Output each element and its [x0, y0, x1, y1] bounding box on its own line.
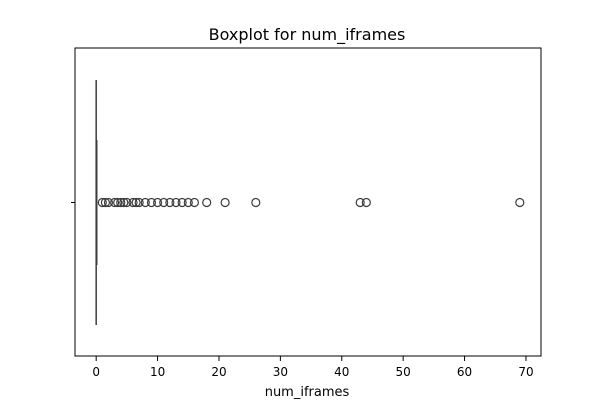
x-axis-label: num_iframes: [265, 385, 350, 400]
x-tick-label: 70: [518, 365, 533, 379]
outlier-point: [361, 197, 371, 208]
outlier-point: [183, 197, 193, 208]
outlier-point: [122, 197, 132, 208]
outlier-point: [128, 197, 138, 208]
outlier-point: [177, 197, 187, 208]
outlier-point: [251, 197, 261, 208]
outlier-point: [134, 197, 144, 208]
outlier-point: [189, 197, 200, 208]
outlier-point: [515, 197, 525, 208]
x-axis: 0 10 20 30 40 50 60 70: [92, 356, 534, 379]
outlier-point: [116, 197, 126, 208]
outlier-point: [159, 197, 169, 208]
x-tick-label: 60: [457, 365, 472, 379]
chart-title: Boxplot for num_iframes: [209, 25, 406, 45]
x-tick-label: 50: [396, 365, 411, 379]
outlier-point: [113, 197, 123, 208]
outlier-point: [97, 197, 107, 208]
x-tick-label: 0: [92, 365, 100, 379]
outlier-point: [355, 197, 365, 208]
outlier-point: [131, 197, 141, 208]
x-tick-label: 20: [211, 365, 226, 379]
outlier-point: [103, 197, 114, 208]
outlier-point: [220, 197, 230, 208]
outlier-point: [140, 197, 150, 208]
x-tick-label: 10: [150, 365, 165, 379]
outlier-point: [100, 197, 110, 208]
x-tick-label: 30: [273, 365, 288, 379]
outlier-point: [110, 197, 120, 208]
outlier-point: [165, 197, 175, 208]
plot-area: [95, 80, 525, 325]
outlier-point: [146, 197, 157, 208]
outlier-point: [171, 197, 181, 208]
x-tick-label: 40: [334, 365, 349, 379]
outlier-point: [152, 197, 163, 208]
outlier-point: [202, 197, 212, 208]
outlier-point: [119, 197, 129, 208]
